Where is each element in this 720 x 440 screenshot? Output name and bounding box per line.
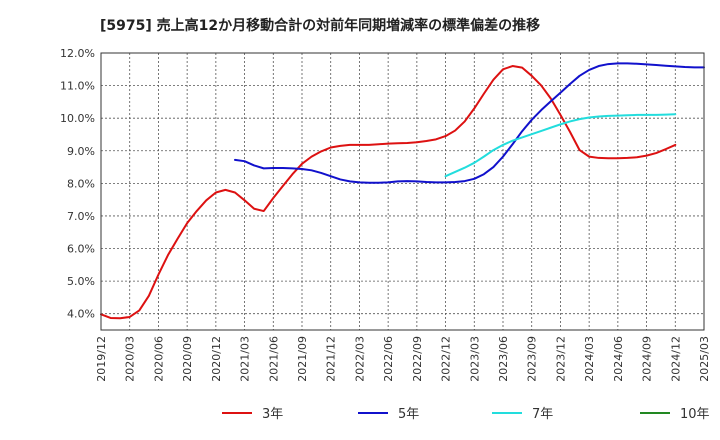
x-tick-label: 2020/03 xyxy=(124,336,137,382)
x-tick-label: 2020/09 xyxy=(181,336,194,382)
y-axis: 4.0% 5.0% 6.0% 7.0% 8.0% 9.0% 10.0% 11.0% 12.0% xyxy=(60,47,95,321)
x-tick-label: 2020/12 xyxy=(210,336,223,382)
legend: 3年 5年 7年 10年 xyxy=(222,407,710,422)
x-tick-label: 2021/03 xyxy=(239,336,252,382)
x-tick-label: 2025/03 xyxy=(698,336,711,382)
series-line xyxy=(444,113,677,178)
y-tick-label: 12.0% xyxy=(60,47,95,60)
series-line xyxy=(234,62,705,184)
x-tick-label: 2023/06 xyxy=(497,336,510,382)
y-tick-label: 7.0% xyxy=(67,210,95,223)
y-tick-label: 5.0% xyxy=(67,275,95,288)
y-tick-label: 8.0% xyxy=(67,177,95,190)
x-tick-label: 2024/09 xyxy=(641,336,654,382)
x-tick-label: 2021/12 xyxy=(325,336,338,382)
y-tick-label: 6.0% xyxy=(67,243,95,256)
y-tick-label: 9.0% xyxy=(67,145,95,158)
x-tick-label: 2024/12 xyxy=(669,336,682,382)
series-line xyxy=(100,65,677,320)
x-tick-label: 2023/09 xyxy=(526,336,539,382)
y-tick-label: 10.0% xyxy=(60,112,95,125)
legend-label: 10年 xyxy=(680,407,710,422)
x-tick-label: 2023/12 xyxy=(554,336,567,382)
legend-label: 5年 xyxy=(398,407,419,422)
x-tick-label: 2022/03 xyxy=(353,336,366,382)
x-tick-label: 2022/09 xyxy=(411,336,424,382)
x-tick-label: 2020/06 xyxy=(152,336,165,382)
x-tick-label: 2021/06 xyxy=(267,336,280,382)
x-tick-label: 2024/03 xyxy=(583,336,596,382)
x-tick-label: 2021/09 xyxy=(296,336,309,382)
y-tick-label: 11.0% xyxy=(60,80,95,93)
legend-label: 3年 xyxy=(262,407,283,422)
y-tick-label: 4.0% xyxy=(67,308,95,321)
x-axis: 2019/12 2020/03 2020/06 2020/09 2020/12 2021/… xyxy=(95,336,711,382)
x-tick-label: 2024/06 xyxy=(612,336,625,382)
series-layer xyxy=(100,62,705,320)
legend-label: 7年 xyxy=(532,407,553,422)
x-tick-label: 2022/12 xyxy=(440,336,453,382)
x-tick-label: 2023/03 xyxy=(468,336,481,382)
chart-title: [5975] 売上高12か月移動合計の対前年同期増減率の標準偏差の推移 xyxy=(100,17,540,34)
x-tick-label: 2019/12 xyxy=(95,336,108,382)
grid xyxy=(101,52,704,330)
plot-frame xyxy=(100,52,705,331)
x-tick-label: 2022/06 xyxy=(382,336,395,382)
